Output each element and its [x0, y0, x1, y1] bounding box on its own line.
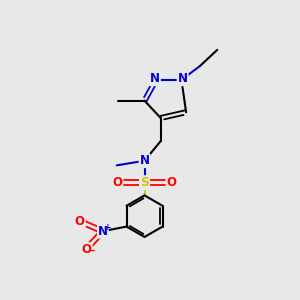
Text: N: N [150, 72, 160, 85]
Text: −: − [88, 246, 96, 256]
Text: N: N [178, 72, 188, 85]
Text: N: N [98, 225, 108, 238]
Text: N: N [140, 154, 149, 167]
Text: O: O [112, 176, 122, 189]
Text: O: O [75, 215, 85, 229]
Text: O: O [82, 243, 92, 256]
Text: S: S [140, 176, 149, 189]
Text: +: + [104, 223, 112, 232]
Text: O: O [167, 176, 176, 189]
